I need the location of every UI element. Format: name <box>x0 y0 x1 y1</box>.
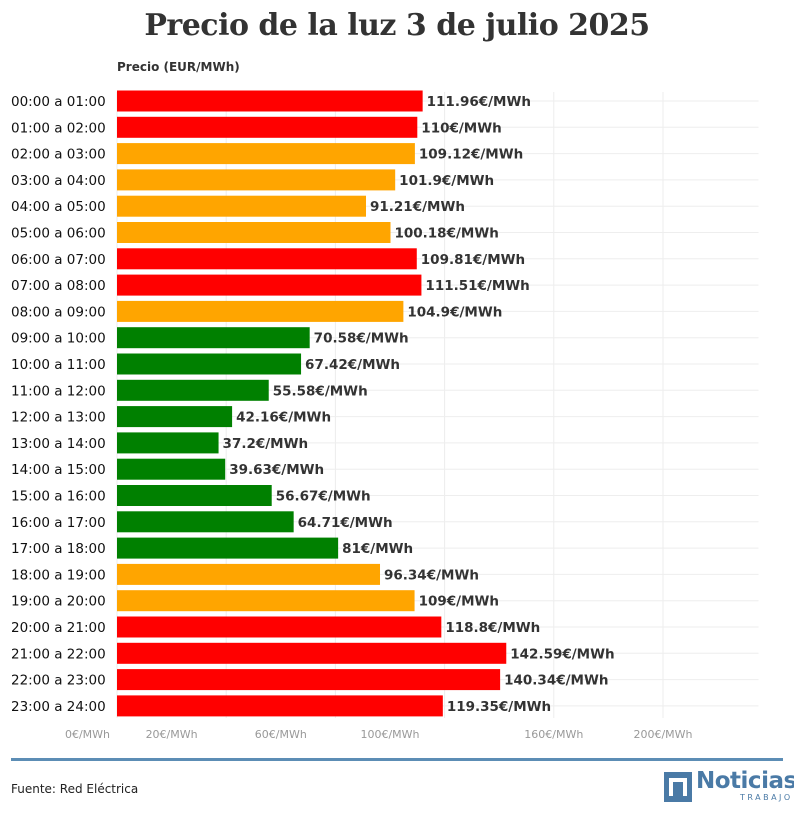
bar <box>117 222 391 243</box>
category-label: 20:00 a 21:00 <box>11 620 106 636</box>
value-label: 100.18€/MWh <box>394 226 498 242</box>
bar <box>117 563 381 585</box>
category-label: 01:00 a 02:00 <box>11 120 106 136</box>
bar <box>117 327 310 349</box>
category-label: 11:00 a 12:00 <box>11 383 106 399</box>
category-label: 23:00 a 24:00 <box>11 699 106 715</box>
value-label: 110€/MWh <box>421 120 501 136</box>
bar <box>117 143 415 165</box>
category-label: 21:00 a 22:00 <box>11 646 106 662</box>
category-label: 08:00 a 09:00 <box>11 304 106 320</box>
value-label: 56.67€/MWh <box>276 489 371 505</box>
value-label: 39.63€/MWh <box>229 462 324 478</box>
value-label: 118.8€/MWh <box>445 620 540 636</box>
bar <box>117 248 417 270</box>
value-label: 81€/MWh <box>342 541 413 557</box>
footer-divider <box>11 758 783 761</box>
category-label: 02:00 a 03:00 <box>11 147 106 163</box>
value-label: 109.12€/MWh <box>419 147 523 163</box>
value-label: 70.58€/MWh <box>314 331 409 347</box>
category-label: 03:00 a 04:00 <box>11 173 106 189</box>
category-label: 16:00 a 17:00 <box>11 515 106 531</box>
bar <box>117 195 367 217</box>
logo-wordmark: Noticias <box>696 768 794 794</box>
bar <box>117 274 422 296</box>
x-tick-label: 160€/MWh <box>524 728 583 741</box>
value-label: 109€/MWh <box>419 594 499 610</box>
value-label: 142.59€/MWh <box>510 646 614 662</box>
price-bar-chart: 00:00 a 01:00 111.96€/MWh 01:00 a 02:00 110… <box>11 90 759 741</box>
x-tick-label: 200€/MWh <box>633 728 692 741</box>
source-note: Fuente: Red Eléctrica <box>11 782 139 796</box>
value-label: 42.16€/MWh <box>236 410 331 426</box>
value-label: 111.51€/MWh <box>425 278 529 294</box>
bar <box>117 379 269 401</box>
bar <box>117 116 418 138</box>
bar <box>117 537 339 559</box>
value-label: 37.2€/MWh <box>223 436 309 452</box>
value-label: 55.58€/MWh <box>273 383 368 399</box>
category-label: 05:00 a 06:00 <box>11 226 106 242</box>
category-label: 22:00 a 23:00 <box>11 673 106 689</box>
category-label: 12:00 a 13:00 <box>11 410 106 426</box>
bar <box>117 485 272 506</box>
value-label: 101.9€/MWh <box>399 173 494 189</box>
bar <box>117 511 294 533</box>
value-label: 140.34€/MWh <box>504 673 608 689</box>
category-label: 19:00 a 20:00 <box>11 594 106 610</box>
brand-logo: Noticias TRABAJO <box>664 768 794 804</box>
value-label: 96.34€/MWh <box>384 567 479 583</box>
category-label: 04:00 a 05:00 <box>11 199 106 215</box>
category-label: 18:00 a 19:00 <box>11 567 106 583</box>
category-label: 09:00 a 10:00 <box>11 331 106 347</box>
x-tick-label: 60€/MWh <box>255 728 307 741</box>
x-tick-label: 100€/MWh <box>360 728 419 741</box>
bar <box>117 406 233 428</box>
bar <box>117 353 302 375</box>
bar <box>117 695 443 717</box>
logo-subtitle: TRABAJO <box>740 793 793 802</box>
category-label: 17:00 a 18:00 <box>11 541 106 557</box>
bar <box>117 458 226 480</box>
value-label: 104.9€/MWh <box>407 304 502 320</box>
bar <box>117 642 507 664</box>
x-tick-label: 20€/MWh <box>146 728 198 741</box>
value-label: 111.96€/MWh <box>427 94 531 110</box>
bar <box>117 300 404 322</box>
page-title: Precio de la luz 3 de julio 2025 <box>144 8 650 43</box>
category-label: 14:00 a 15:00 <box>11 462 106 478</box>
category-label: 06:00 a 07:00 <box>11 252 106 268</box>
category-label: 10:00 a 11:00 <box>11 357 106 373</box>
value-label: 67.42€/MWh <box>305 357 400 373</box>
bar <box>117 90 423 112</box>
bar <box>117 616 442 638</box>
axis-title: Precio (EUR/MWh) <box>117 60 240 74</box>
value-label: 64.71€/MWh <box>298 515 393 531</box>
x-tick-label: 0€/MWh <box>65 728 110 741</box>
bar <box>117 590 415 612</box>
bar <box>117 432 219 454</box>
category-label: 15:00 a 16:00 <box>11 489 106 505</box>
value-label: 91.21€/MWh <box>370 199 465 215</box>
logo-n-icon <box>664 772 692 802</box>
value-label: 119.35€/MWh <box>447 699 551 715</box>
category-label: 13:00 a 14:00 <box>11 436 106 452</box>
category-label: 07:00 a 08:00 <box>11 278 106 294</box>
value-label: 109.81€/MWh <box>421 252 525 268</box>
bar <box>117 669 501 691</box>
category-label: 00:00 a 01:00 <box>11 94 106 110</box>
bar <box>117 169 396 191</box>
